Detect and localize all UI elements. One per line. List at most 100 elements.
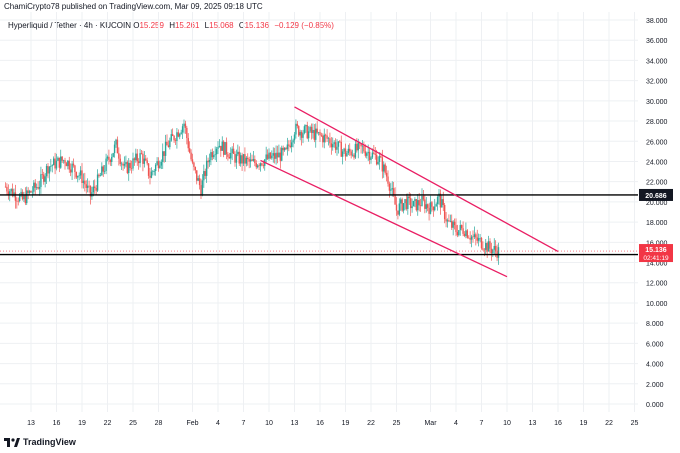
candle-body bbox=[64, 160, 66, 164]
x-tick-label: 13 bbox=[27, 420, 35, 427]
y-tick-label: 0.000 bbox=[646, 402, 664, 409]
candle-body bbox=[354, 143, 357, 158]
x-tick-label: 16 bbox=[554, 420, 562, 427]
candle-body bbox=[385, 172, 388, 177]
candle-body bbox=[262, 165, 265, 166]
ohlc-legend: Hyperliquid / Tether · 4h · KUCOIN O15.2… bbox=[8, 21, 337, 30]
candle-body bbox=[329, 138, 331, 144]
y-tick-label: 12.000 bbox=[646, 281, 668, 288]
candle-body bbox=[106, 156, 109, 159]
candle-body bbox=[272, 153, 274, 156]
candle-body bbox=[249, 159, 252, 162]
current-price-label: 15.136 bbox=[645, 247, 667, 254]
candle-body bbox=[276, 152, 279, 158]
open-label: O bbox=[133, 21, 140, 30]
candle-body bbox=[268, 152, 270, 159]
y-tick-label: 20.000 bbox=[646, 200, 668, 207]
y-tick-label: 4.000 bbox=[646, 362, 664, 369]
candle-body bbox=[211, 152, 214, 158]
candle-body bbox=[363, 145, 365, 152]
x-tick-label: 4 bbox=[216, 420, 220, 427]
candle-body bbox=[181, 126, 184, 133]
candle-body bbox=[375, 154, 378, 165]
candle-body bbox=[147, 163, 150, 176]
candle-body bbox=[384, 164, 386, 173]
candle-body bbox=[395, 204, 398, 211]
candle-body bbox=[493, 246, 495, 250]
countdown-label: 02:41:19 bbox=[643, 255, 669, 262]
candle-body bbox=[343, 148, 345, 152]
candle-body bbox=[275, 152, 277, 159]
candle-body bbox=[82, 180, 85, 184]
low-value: 15.068 bbox=[209, 21, 234, 30]
candle-body bbox=[201, 180, 204, 196]
candle-body bbox=[143, 158, 146, 164]
candle-body bbox=[391, 188, 393, 190]
candle-body bbox=[451, 220, 453, 228]
candle-body bbox=[269, 152, 272, 159]
x-tick-label: 16 bbox=[316, 420, 324, 427]
candle-body bbox=[105, 158, 107, 171]
candle-body bbox=[231, 148, 233, 153]
candle-body bbox=[135, 153, 137, 161]
candle-body bbox=[35, 187, 38, 188]
candle-body bbox=[4, 186, 7, 188]
x-tick-label: 19 bbox=[78, 420, 86, 427]
candle-body bbox=[371, 152, 374, 158]
candle-body bbox=[40, 174, 42, 187]
candle-body bbox=[368, 151, 371, 160]
candle-body bbox=[222, 141, 225, 155]
candle-body bbox=[71, 163, 73, 173]
candle-body bbox=[378, 156, 381, 162]
candle-body bbox=[44, 176, 46, 182]
candle-body bbox=[247, 157, 249, 160]
candle-body bbox=[43, 174, 45, 182]
candle-body bbox=[171, 134, 174, 136]
candle-body bbox=[490, 248, 493, 254]
candle-body bbox=[431, 202, 433, 207]
tradingview-logo[interactable]: TradingView bbox=[4, 437, 76, 447]
candle-body bbox=[234, 153, 236, 163]
candle-body bbox=[232, 148, 235, 154]
candle-body bbox=[129, 162, 131, 169]
x-tick-label: 22 bbox=[605, 420, 613, 427]
candle-body bbox=[422, 195, 425, 200]
x-tick-label: 10 bbox=[265, 420, 273, 427]
candle-body bbox=[408, 196, 410, 199]
candle-body bbox=[14, 192, 17, 201]
candle-body bbox=[86, 185, 89, 188]
candle-body bbox=[483, 249, 486, 251]
candle-body bbox=[140, 153, 143, 154]
high-label: H bbox=[169, 21, 175, 30]
candle-body bbox=[326, 135, 328, 139]
candle-body bbox=[409, 198, 412, 209]
grid bbox=[0, 12, 638, 412]
candle-body bbox=[153, 170, 155, 172]
x-tick-label: 7 bbox=[242, 420, 246, 427]
candle-body bbox=[303, 126, 306, 134]
candle-body bbox=[282, 147, 284, 151]
candle-body bbox=[445, 219, 447, 222]
x-axis: 13 16 19 22 25 28 Feb 4 7 10 13 16 19 22 25 Mar 4 7 10 13 16… bbox=[27, 420, 638, 427]
candle-body bbox=[327, 138, 330, 139]
candle-body bbox=[316, 128, 318, 133]
candle-body bbox=[150, 171, 153, 178]
candle-body bbox=[404, 199, 406, 204]
candle-body bbox=[159, 165, 161, 169]
y-tick-label: 26.000 bbox=[646, 139, 668, 146]
candle-body bbox=[419, 205, 422, 206]
candle-body bbox=[441, 199, 443, 208]
candle-body bbox=[31, 191, 34, 193]
candle-body bbox=[187, 138, 189, 149]
candle-body bbox=[273, 153, 276, 159]
candle-body bbox=[9, 191, 11, 195]
candle-body bbox=[79, 170, 82, 176]
candle-body bbox=[52, 158, 55, 166]
candle-body bbox=[281, 147, 283, 161]
candle-body bbox=[446, 220, 449, 222]
candle-body bbox=[439, 193, 442, 208]
candle-body bbox=[170, 134, 172, 141]
candle-body bbox=[259, 163, 262, 167]
candle-body bbox=[204, 171, 206, 176]
